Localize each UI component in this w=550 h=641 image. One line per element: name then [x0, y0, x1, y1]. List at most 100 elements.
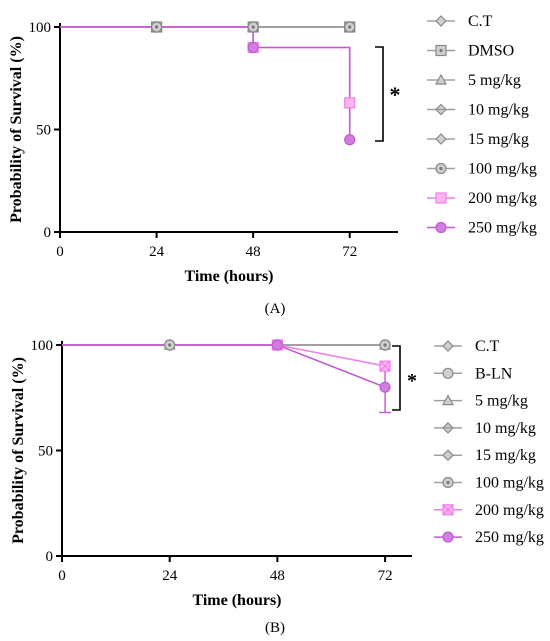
legend-label: C.T [475, 338, 500, 355]
data-point-shape [247, 41, 259, 54]
y-tick-label: 100 [29, 20, 52, 36]
legend-marker [442, 531, 454, 543]
legend-marker-x2 [442, 504, 454, 516]
legend-marker-shape [442, 449, 454, 462]
legend-label: 200 mg/kg [468, 190, 537, 207]
x-tick-label: 0 [58, 568, 66, 584]
legend-marker-shape [441, 394, 455, 406]
legend-item: 5 mg/kg [427, 72, 521, 89]
data-point-shape [379, 381, 391, 393]
legend-marker [442, 449, 454, 462]
data-point-shape [344, 97, 356, 109]
legend-marker [442, 367, 454, 379]
legend-item: 200 mg/kg [427, 190, 537, 207]
legend-label: DMSO [468, 43, 514, 60]
legend-label: 100 mg/kg [475, 475, 544, 492]
legend-marker-shape [442, 340, 454, 352]
data-point [150, 21, 163, 33]
significance-bracket [392, 345, 401, 411]
legend-item: 250 mg/kg [427, 220, 537, 237]
x-tick-label: 24 [162, 568, 178, 584]
legend-item: 15 mg/kg [427, 131, 529, 148]
data-point-dot [348, 25, 352, 29]
legend-label: 100 mg/kg [468, 161, 537, 178]
x-axis-title: Time (hours) [184, 268, 273, 285]
legend-marker-shape [442, 367, 454, 379]
x-axis-title: Time (hours) [192, 592, 281, 609]
legend-item: DMSO [427, 43, 514, 60]
legend-label: 15 mg/kg [468, 131, 529, 148]
data-point-x2 [379, 360, 391, 372]
legend-marker [434, 73, 448, 85]
data-point [344, 97, 356, 109]
data-point-shape [271, 339, 283, 351]
legend-item: B-LN [434, 365, 513, 382]
series-line-200-mg-kg [60, 26, 351, 103]
y-tick-label: 50 [36, 123, 51, 139]
series-line-250-mg-kg [60, 26, 351, 140]
legend-label: 250 mg/kg [475, 529, 544, 546]
panel-b-chart: 0 50 100 0 24 48 72 Time (hours) Probability of … [10, 338, 544, 636]
legend-marker-shape [435, 15, 447, 27]
panel-label: (A) [265, 301, 286, 317]
data-point [379, 381, 391, 393]
legend-label: 250 mg/kg [468, 220, 537, 237]
legend-label: C.T [468, 13, 493, 30]
data-point [379, 360, 391, 372]
legend-marker [441, 394, 455, 406]
x-tick-label: 0 [56, 244, 64, 260]
legend-marker [435, 192, 447, 204]
legend-item: 10 mg/kg [427, 102, 529, 119]
significance-star: * [390, 82, 401, 107]
data-point [344, 21, 356, 33]
legend-item: 250 mg/kg [434, 529, 544, 546]
legend-marker-shape [435, 133, 447, 145]
significance-bracket [375, 46, 384, 142]
data-point-dot [251, 25, 255, 29]
legend-marker-dot [439, 166, 443, 171]
data-point-dot [154, 25, 159, 29]
x-tick-label: 48 [270, 568, 285, 584]
legend-item: C.T [434, 338, 500, 355]
data-point [344, 134, 356, 146]
legend-label: 10 mg/kg [475, 420, 536, 437]
legend-marker [435, 44, 447, 57]
legend-item: 100 mg/kg [427, 161, 537, 178]
legend-label: 15 mg/kg [475, 447, 536, 464]
legend-marker-shape [434, 73, 448, 85]
legend-marker [442, 504, 454, 516]
legend-item: 200 mg/kg [434, 502, 544, 519]
data-point-shape [344, 134, 356, 146]
legend-item: 5 mg/kg [434, 393, 528, 410]
x-tick-label: 72 [342, 244, 357, 260]
legend-marker-shape [435, 221, 447, 234]
legend-item: 15 mg/kg [434, 447, 536, 464]
legend-marker [442, 340, 454, 352]
y-tick-label: 100 [31, 338, 54, 354]
legend-label: B-LN [475, 365, 513, 382]
legend-label: 5 mg/kg [475, 393, 528, 410]
data-point [247, 21, 259, 33]
y-axis-title: Probability of Survival (%) [8, 36, 25, 223]
x-tick-label: 24 [149, 244, 165, 260]
legend-label: 200 mg/kg [475, 502, 544, 519]
data-point [247, 41, 259, 54]
panel-label: (B) [265, 620, 285, 636]
y-axis-title: Probability of Survival (%) [10, 357, 27, 544]
legend-item: 100 mg/kg [434, 475, 544, 492]
data-point [271, 339, 283, 351]
y-tick-label: 0 [44, 225, 52, 241]
legend-marker [435, 221, 447, 234]
x-tick-label: 72 [378, 568, 393, 584]
data-point [164, 339, 176, 351]
legend-marker [435, 15, 447, 27]
data-point-dot [168, 343, 172, 347]
legend-marker [442, 476, 454, 489]
legend-marker-shape [435, 192, 447, 204]
data-point-dot [383, 343, 387, 347]
y-tick-label: 50 [38, 444, 53, 460]
legend-item: C.T [427, 13, 493, 30]
series-line-200-mg-kg [62, 344, 386, 367]
series-line-250-mg-kg [62, 344, 386, 388]
